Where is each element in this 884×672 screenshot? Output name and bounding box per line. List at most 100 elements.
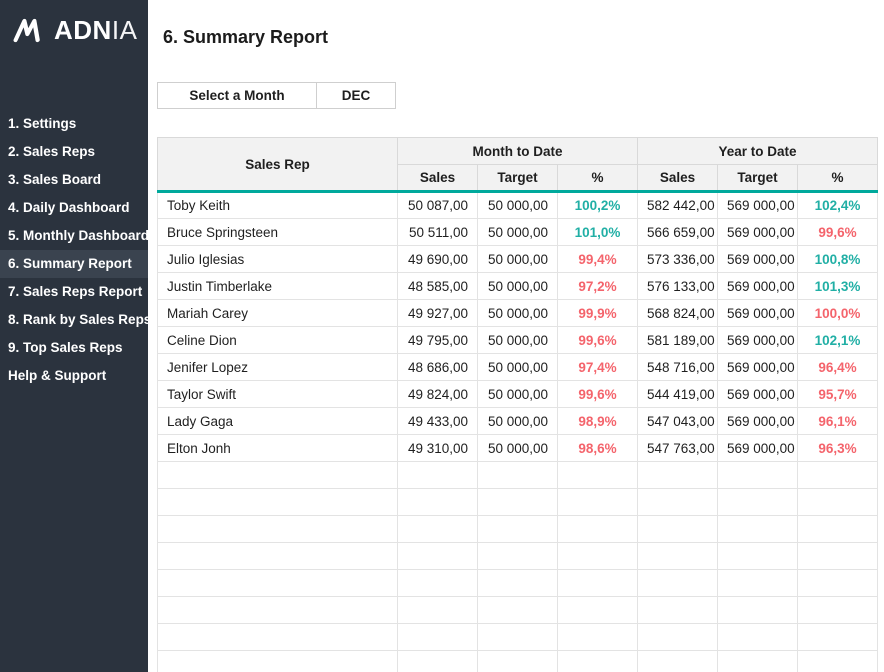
ytd-sales: 544 419,00 [638,381,718,408]
empty-row [158,651,878,672]
month-selector: Select a Month DEC [157,82,396,109]
mtd-sales: 48 686,00 [398,354,478,381]
ytd-sales: 548 716,00 [638,354,718,381]
empty-cell [798,624,878,651]
ytd-target: 569 000,00 [718,192,798,219]
col-header-mtd-pct: % [558,165,638,192]
sidebar: ADNIA 1. Settings2. Sales Reps3. Sales B… [0,0,148,672]
ytd-target: 569 000,00 [718,300,798,327]
sidebar-item-help-support[interactable]: Help & Support [0,362,148,390]
empty-cell [398,462,478,489]
empty-cell [478,651,558,672]
empty-cell [718,570,798,597]
mtd-target: 50 000,00 [478,381,558,408]
ytd-percent: 96,3% [798,435,878,462]
ytd-sales: 547 763,00 [638,435,718,462]
ytd-sales: 576 133,00 [638,273,718,300]
empty-cell [638,597,718,624]
table-body: Toby Keith50 087,0050 000,00100,2%582 44… [158,192,878,672]
empty-row [158,597,878,624]
ytd-percent: 96,1% [798,408,878,435]
mtd-percent: 97,4% [558,354,638,381]
sidebar-item-settings[interactable]: 1. Settings [0,110,148,138]
page-title: 6. Summary Report [163,27,328,48]
month-dropdown[interactable]: DEC [316,82,396,109]
sidebar-item-daily-dashboard[interactable]: 4. Daily Dashboard [0,194,148,222]
empty-row [158,462,878,489]
empty-cell [638,516,718,543]
ytd-percent: 102,1% [798,327,878,354]
empty-cell [798,597,878,624]
mtd-percent: 98,9% [558,408,638,435]
empty-cell [558,570,638,597]
mtd-sales: 49 690,00 [398,246,478,273]
empty-cell [478,462,558,489]
empty-cell [478,543,558,570]
sidebar-item-monthly-dashboard[interactable]: 5. Monthly Dashboard [0,222,148,250]
mtd-percent: 99,6% [558,381,638,408]
empty-cell [478,597,558,624]
mtd-sales: 49 310,00 [398,435,478,462]
sidebar-item-rank-by-sales-reps[interactable]: 8. Rank by Sales Reps [0,306,148,334]
mtd-sales: 50 511,00 [398,219,478,246]
sidebar-item-sales-board[interactable]: 3. Sales Board [0,166,148,194]
col-header-ytd-sales: Sales [638,165,718,192]
ytd-percent: 100,0% [798,300,878,327]
mtd-target: 50 000,00 [478,246,558,273]
empty-cell [478,624,558,651]
empty-cell [798,462,878,489]
empty-cell [798,516,878,543]
sales-rep-name: Jenifer Lopez [158,354,398,381]
ytd-percent: 96,4% [798,354,878,381]
empty-cell [558,516,638,543]
mtd-target: 50 000,00 [478,408,558,435]
sales-rep-name: Mariah Carey [158,300,398,327]
mtd-sales: 50 087,00 [398,192,478,219]
mtd-percent: 100,2% [558,192,638,219]
table-group-header-row: Sales Rep Month to Date Year to Date [158,138,878,165]
brand-name-bold: ADN [54,15,112,45]
sidebar-item-summary-report[interactable]: 6. Summary Report [0,250,148,278]
summary-table: Sales Rep Month to Date Year to Date Sal… [157,137,878,672]
col-header-ytd-target: Target [718,165,798,192]
ytd-percent: 102,4% [798,192,878,219]
table-row: Bruce Springsteen50 511,0050 000,00101,0… [158,219,878,246]
empty-cell [398,651,478,672]
empty-cell [638,570,718,597]
sales-rep-name: Elton Jonh [158,435,398,462]
empty-row [158,489,878,516]
sidebar-item-top-sales-reps[interactable]: 9. Top Sales Reps [0,334,148,362]
empty-cell [558,543,638,570]
mtd-target: 50 000,00 [478,192,558,219]
empty-cell [798,489,878,516]
empty-cell [398,597,478,624]
empty-cell [398,624,478,651]
empty-cell [798,543,878,570]
empty-cell [558,624,638,651]
sidebar-item-sales-reps[interactable]: 2. Sales Reps [0,138,148,166]
brand-name-light: IA [112,15,138,45]
empty-cell [398,489,478,516]
table-row: Mariah Carey49 927,0050 000,0099,9%568 8… [158,300,878,327]
sales-rep-name: Celine Dion [158,327,398,354]
empty-cell [478,570,558,597]
mtd-target: 50 000,00 [478,300,558,327]
empty-cell [398,570,478,597]
table-row: Toby Keith50 087,0050 000,00100,2%582 44… [158,192,878,219]
sidebar-item-sales-reps-report[interactable]: 7. Sales Reps Report [0,278,148,306]
empty-cell [638,543,718,570]
empty-cell [718,624,798,651]
empty-cell [158,489,398,516]
empty-cell [158,516,398,543]
ytd-percent: 100,8% [798,246,878,273]
ytd-target: 569 000,00 [718,381,798,408]
ytd-sales: 573 336,00 [638,246,718,273]
mtd-target: 50 000,00 [478,219,558,246]
table-row: Justin Timberlake48 585,0050 000,0097,2%… [158,273,878,300]
mtd-percent: 99,4% [558,246,638,273]
empty-row [158,543,878,570]
ytd-sales: 581 189,00 [638,327,718,354]
mtd-percent: 98,6% [558,435,638,462]
empty-cell [478,489,558,516]
col-group-year-to-date: Year to Date [638,138,878,165]
